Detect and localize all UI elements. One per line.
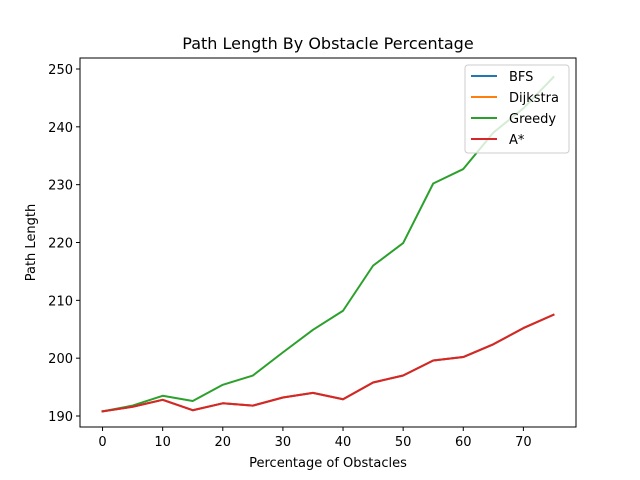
- x-tick-label: 10: [154, 435, 171, 450]
- x-axis: 0 10 20 30 40 50 60 70: [98, 427, 532, 450]
- x-tick-label: 0: [98, 435, 106, 450]
- chart-title: Path Length By Obstacle Percentage: [182, 34, 473, 53]
- y-axis: 190 200 210 220 230 240 250: [48, 63, 80, 425]
- y-tick-label: 190: [48, 410, 73, 425]
- legend-box: [464, 64, 570, 154]
- x-tick-label: 40: [335, 435, 352, 450]
- x-tick-label: 20: [215, 435, 232, 450]
- y-tick-label: 200: [48, 352, 73, 367]
- x-tick-label: 50: [395, 435, 412, 450]
- y-tick-label: 250: [48, 63, 73, 78]
- x-tick-label: 70: [515, 435, 532, 450]
- y-tick-label: 240: [48, 121, 73, 136]
- y-tick-label: 220: [48, 237, 73, 252]
- x-tick-label: 30: [275, 435, 292, 450]
- legend: BFS Dijkstra Greedy A*: [464, 64, 570, 154]
- x-tick-label: 60: [455, 435, 472, 450]
- x-axis-label: Percentage of Obstacles: [249, 456, 407, 471]
- y-tick-label: 210: [48, 294, 73, 309]
- legend-label: A*: [509, 133, 525, 148]
- legend-label: Dijkstra: [509, 91, 559, 106]
- plot-frame: [79, 57, 577, 428]
- legend-label: BFS: [509, 70, 533, 85]
- y-axis-label: Path Length: [24, 204, 39, 282]
- series-line-3: [101, 313, 555, 413]
- legend-label: Greedy: [509, 112, 556, 127]
- y-tick-label: 230: [48, 179, 73, 194]
